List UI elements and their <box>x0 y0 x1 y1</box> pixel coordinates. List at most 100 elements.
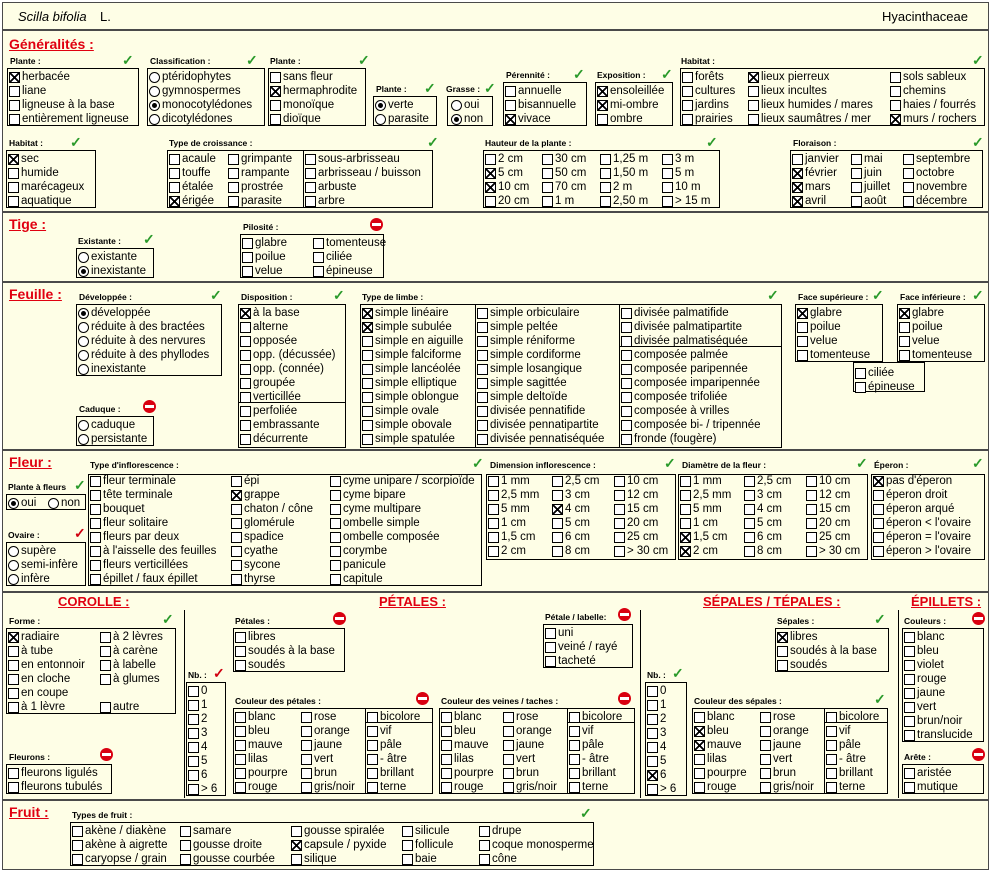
checkbox-forme[interactable]: à 1 lèvre <box>8 700 65 714</box>
checkbox-nb_pet[interactable]: 4 <box>188 740 207 754</box>
checkbox-diam_fleur[interactable]: > 30 cm <box>806 544 860 558</box>
checkbox-dim_infl[interactable]: 1 mm <box>488 474 530 488</box>
checkbox-perennite[interactable]: annuelle <box>505 84 561 98</box>
checkbox-coul_pet[interactable]: lilas <box>235 752 268 766</box>
checkbox-nb_sep[interactable]: 3 <box>647 726 666 740</box>
checkbox-coul_veines[interactable]: pourpre <box>441 766 494 780</box>
checkbox-coul_pet[interactable]: vif <box>367 724 392 738</box>
checkbox-pilosite_tige[interactable]: glabre <box>242 236 287 250</box>
checkbox-pilosite_tige[interactable]: épineuse <box>313 264 373 278</box>
checkbox-arete[interactable]: aristée <box>904 766 952 780</box>
checkbox-fruit[interactable]: cône <box>479 852 517 866</box>
radio-developpee[interactable]: développée <box>78 306 150 320</box>
checkbox-coul_sep[interactable]: pourpre <box>694 766 747 780</box>
checkbox-couleurs_ep[interactable]: rouge <box>904 672 946 686</box>
checkbox-forme[interactable]: radiaire <box>8 630 59 644</box>
checkbox-coul_sep[interactable]: rose <box>760 710 795 724</box>
checkbox-croissance[interactable]: touffe <box>169 166 211 180</box>
checkbox-floraison[interactable]: mai <box>851 152 883 166</box>
checkbox-nb_pet[interactable]: 6 <box>188 768 207 782</box>
checkbox-limbe[interactable]: composée paripennée <box>621 362 748 376</box>
checkbox-dim_infl[interactable]: 2,5 cm <box>552 474 600 488</box>
checkbox-eperon[interactable]: éperon > l'ovaire <box>873 544 971 558</box>
checkbox-coul_pet[interactable]: - âtre <box>367 752 407 766</box>
checkbox-limbe[interactable]: simple subulée <box>362 320 452 334</box>
checkbox-coul_pet[interactable]: rose <box>301 710 336 724</box>
checkbox-nb_sep[interactable]: 1 <box>647 698 666 712</box>
checkbox-fruit[interactable]: samare <box>180 824 231 838</box>
checkbox-disposition[interactable]: perfoliée <box>240 404 297 418</box>
checkbox-limbe[interactable]: divisée palmatiséquée <box>621 334 748 348</box>
checkbox-face_sup[interactable]: poilue <box>797 320 841 334</box>
checkbox-croissance[interactable]: arbrisseau / buisson <box>305 166 421 180</box>
checkbox-inflorescence[interactable]: fleur terminale <box>90 474 176 488</box>
checkbox-forme[interactable]: à tube <box>8 644 53 658</box>
checkbox-face_inf[interactable]: ciliée <box>855 366 894 380</box>
checkbox-inflorescence[interactable]: épi <box>231 474 259 488</box>
radio-classification[interactable]: gymnospermes <box>149 84 241 98</box>
checkbox-dim_infl[interactable]: 6 cm <box>552 530 590 544</box>
checkbox-exposition[interactable]: ensoleillée <box>597 84 664 98</box>
checkbox-pilosite_tige[interactable]: ciliée <box>313 250 352 264</box>
checkbox-coul_veines[interactable]: rose <box>503 710 538 724</box>
checkbox-fruit[interactable]: follicule <box>402 838 453 852</box>
checkbox-dim_infl[interactable]: 2,5 mm <box>488 488 539 502</box>
checkbox-fruit[interactable]: caryopse / grain <box>72 852 167 866</box>
checkbox-plante1[interactable]: liane <box>9 84 46 98</box>
checkbox-exposition[interactable]: mi-ombre <box>597 98 659 112</box>
radio-classification[interactable]: monocotylédones <box>149 98 252 112</box>
checkbox-coul_sep[interactable]: vif <box>826 724 851 738</box>
checkbox-habitat2[interactable]: sec <box>8 152 39 166</box>
checkbox-coul_sep[interactable]: bicolore <box>826 710 879 724</box>
checkbox-disposition[interactable]: à la base <box>240 306 300 320</box>
checkbox-face_sup[interactable]: velue <box>797 334 838 348</box>
checkbox-diam_fleur[interactable]: 1 cm <box>680 516 718 530</box>
radio-existante[interactable]: inexistante <box>78 264 146 278</box>
checkbox-face_inf[interactable]: tomenteuse <box>899 348 972 362</box>
checkbox-croissance[interactable]: parasite <box>228 194 282 208</box>
checkbox-face_sup[interactable]: tomenteuse <box>797 348 870 362</box>
checkbox-plante2[interactable]: hermaphrodite <box>270 84 357 98</box>
radio-developpee[interactable]: réduite à des nervures <box>78 334 205 348</box>
checkbox-croissance[interactable]: acaule <box>169 152 216 166</box>
checkbox-dim_infl[interactable]: 5 cm <box>552 516 590 530</box>
checkbox-dim_infl[interactable]: 3 cm <box>552 488 590 502</box>
checkbox-diam_fleur[interactable]: 8 cm <box>744 544 782 558</box>
checkbox-disposition[interactable]: opp. (décussée) <box>240 348 335 362</box>
checkbox-croissance[interactable]: rampante <box>228 166 290 180</box>
checkbox-dim_infl[interactable]: 4 cm <box>552 502 590 516</box>
checkbox-limbe[interactable]: simple en aiguille <box>362 334 463 348</box>
checkbox-limbe[interactable]: simple spatulée <box>362 432 455 446</box>
checkbox-dim_infl[interactable]: 1,5 cm <box>488 530 536 544</box>
checkbox-hauteur[interactable]: 50 cm <box>542 166 586 180</box>
checkbox-eperon[interactable]: éperon droit <box>873 488 947 502</box>
checkbox-hauteur[interactable]: 3 m <box>662 152 694 166</box>
radio-existante[interactable]: existante <box>78 250 137 264</box>
checkbox-fruit[interactable]: gousse droite <box>180 838 262 852</box>
checkbox-inflorescence[interactable]: ombelle simple <box>330 516 420 530</box>
checkbox-hauteur[interactable]: 1,50 m <box>600 166 648 180</box>
checkbox-coul_sep[interactable]: orange <box>760 724 809 738</box>
checkbox-pilosite_tige[interactable]: poilue <box>242 250 286 264</box>
checkbox-dim_infl[interactable]: 1 cm <box>488 516 526 530</box>
checkbox-coul_sep[interactable]: gris/noir <box>760 780 814 794</box>
checkbox-dim_infl[interactable]: 5 mm <box>488 502 530 516</box>
checkbox-hauteur[interactable]: 1 m <box>542 194 574 208</box>
checkbox-coul_pet[interactable]: pâle <box>367 738 402 752</box>
checkbox-coul_sep[interactable]: - âtre <box>826 752 866 766</box>
checkbox-coul_veines[interactable]: pâle <box>569 738 604 752</box>
checkbox-diam_fleur[interactable]: 1 mm <box>680 474 722 488</box>
checkbox-floraison[interactable]: mars <box>792 180 831 194</box>
checkbox-habitat1[interactable]: prairies <box>682 112 733 126</box>
checkbox-inflorescence[interactable]: capitule <box>330 572 383 586</box>
checkbox-pet_labelle[interactable]: veiné / rayé <box>545 640 617 654</box>
checkbox-hauteur[interactable]: 2 cm <box>485 152 523 166</box>
checkbox-fruit[interactable]: drupe <box>479 824 521 838</box>
checkbox-coul_pet[interactable]: jaune <box>301 738 342 752</box>
checkbox-nb_pet[interactable]: > 6 <box>188 782 217 796</box>
checkbox-diam_fleur[interactable]: 3 cm <box>744 488 782 502</box>
checkbox-diam_fleur[interactable]: 25 cm <box>806 530 850 544</box>
checkbox-fleurons[interactable]: fleurons tubulés <box>8 780 102 794</box>
checkbox-forme[interactable]: en entonnoir <box>8 658 85 672</box>
checkbox-eperon[interactable]: éperon arqué <box>873 502 954 516</box>
